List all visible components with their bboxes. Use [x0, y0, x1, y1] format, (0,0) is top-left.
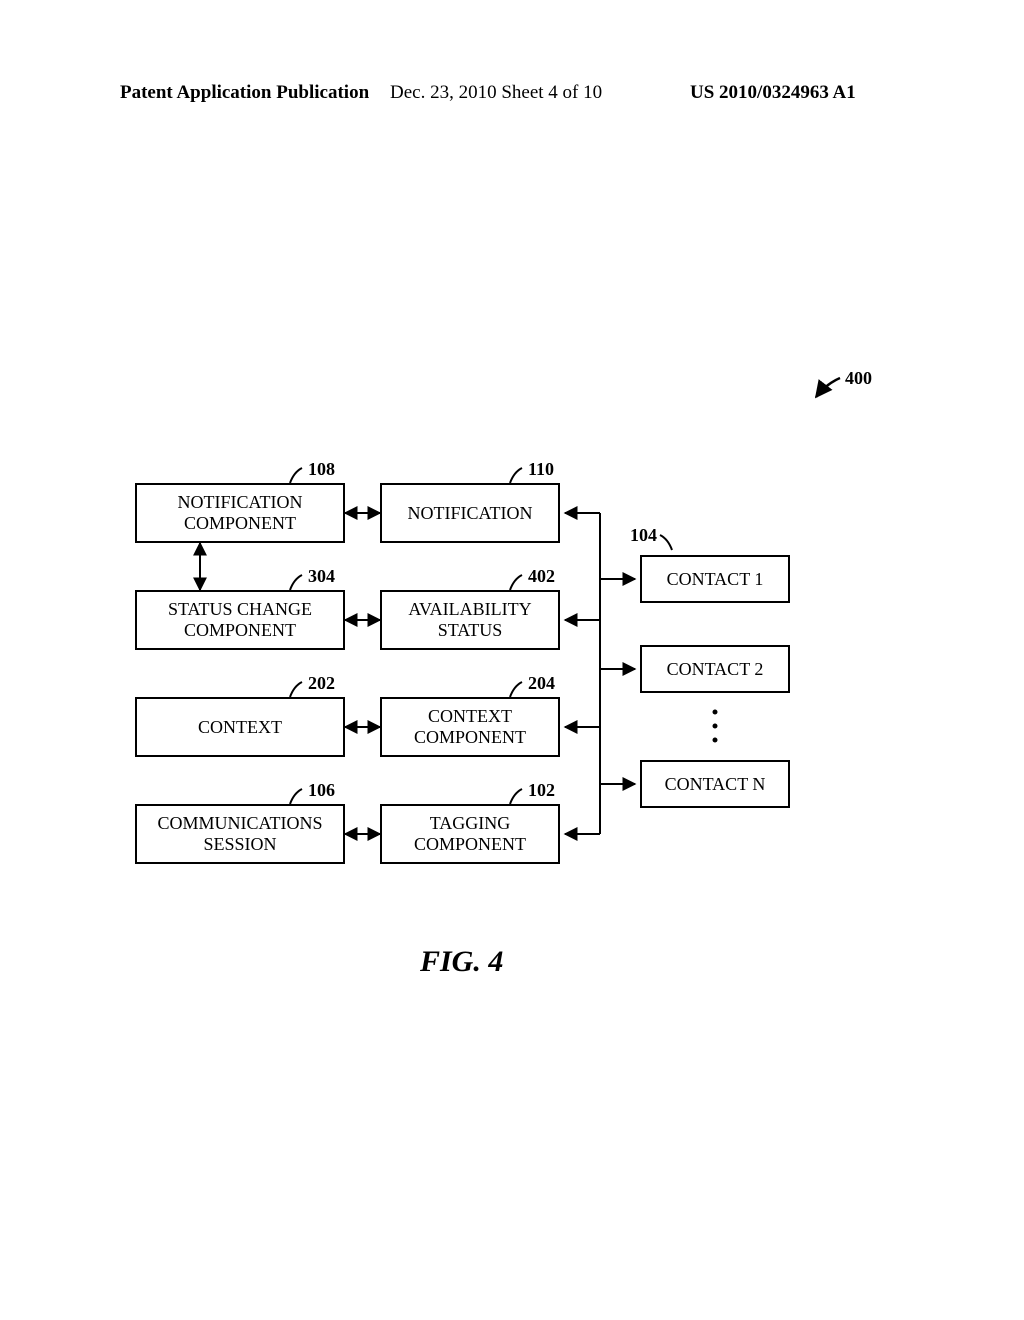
contact1-label: CONTACT 1: [667, 569, 764, 590]
notification-component-line1: NOTIFICATION: [178, 492, 303, 513]
communications-session-box: COMMUNICATIONS SESSION: [135, 804, 345, 864]
header-publication: Patent Application Publication: [120, 82, 369, 104]
ref-202: 202: [308, 673, 335, 694]
tagging-component-box: TAGGING COMPONENT: [380, 804, 560, 864]
page-header: Patent Application Publication Dec. 23, …: [0, 82, 1024, 112]
patent-page: Patent Application Publication Dec. 23, …: [0, 0, 1024, 1320]
contact2-label: CONTACT 2: [667, 659, 764, 680]
comm-session-line1: COMMUNICATIONS: [157, 813, 322, 834]
status-change-component-box: STATUS CHANGE COMPONENT: [135, 590, 345, 650]
context-line1: CONTEXT: [198, 717, 282, 738]
contact-1-box: CONTACT 1: [640, 555, 790, 603]
ref-108: 108: [308, 459, 335, 480]
contact-n-box: CONTACT N: [640, 760, 790, 808]
ref-106: 106: [308, 780, 335, 801]
ref-304: 304: [308, 566, 335, 587]
context-component-line2: COMPONENT: [414, 727, 526, 748]
availability-line2: STATUS: [438, 620, 503, 641]
contact-2-box: CONTACT 2: [640, 645, 790, 693]
header-date-sheet: Dec. 23, 2010 Sheet 4 of 10: [390, 82, 602, 104]
notification-component-box: NOTIFICATION COMPONENT: [135, 483, 345, 543]
status-change-line1: STATUS CHANGE: [168, 599, 312, 620]
status-change-line2: COMPONENT: [184, 620, 296, 641]
ref-110: 110: [528, 459, 554, 480]
context-component-box: CONTEXT COMPONENT: [380, 697, 560, 757]
ref-104: 104: [630, 525, 657, 546]
system-reference-label: 400: [845, 368, 872, 389]
context-component-line1: CONTEXT: [428, 706, 512, 727]
notification-component-line2: COMPONENT: [184, 513, 296, 534]
comm-session-line2: SESSION: [203, 834, 276, 855]
notification-line1: NOTIFICATION: [408, 503, 533, 524]
ref-402: 402: [528, 566, 555, 587]
contactn-label: CONTACT N: [665, 774, 766, 795]
tagging-line2: COMPONENT: [414, 834, 526, 855]
tagging-line1: TAGGING: [430, 813, 511, 834]
notification-box: NOTIFICATION: [380, 483, 560, 543]
figure-caption: FIG. 4: [420, 945, 503, 979]
header-patent-no: US 2010/0324963 A1: [690, 82, 856, 104]
availability-status-box: AVAILABILITY STATUS: [380, 590, 560, 650]
ref-102: 102: [528, 780, 555, 801]
ref-204: 204: [528, 673, 555, 694]
availability-line1: AVAILABILITY: [408, 599, 531, 620]
connector-overlay: [0, 0, 1024, 1320]
context-box: CONTEXT: [135, 697, 345, 757]
